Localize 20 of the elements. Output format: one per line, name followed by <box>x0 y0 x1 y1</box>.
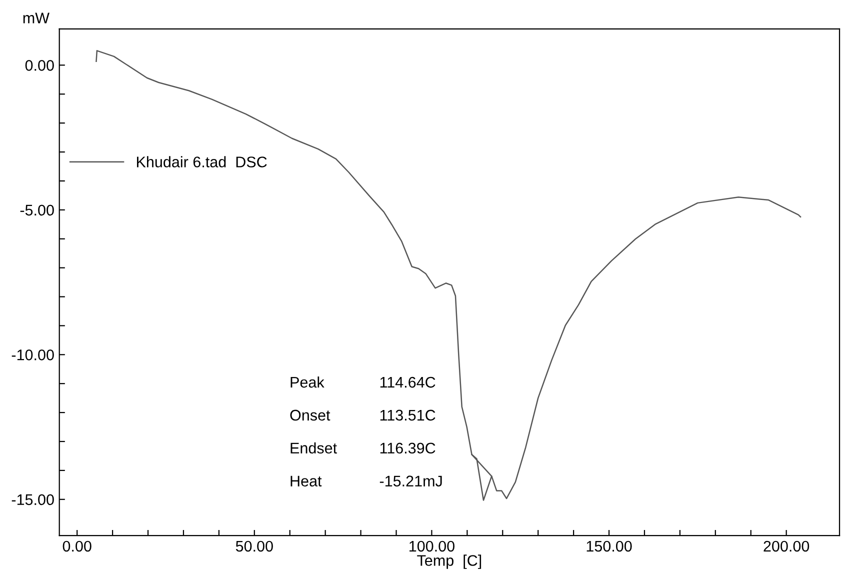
x-tick-label: 150.00 <box>586 540 632 552</box>
annotation: Heat <box>290 476 322 486</box>
y-tick-label: -5.00 <box>20 204 54 216</box>
x-tick-label: 200.00 <box>764 540 810 552</box>
annotation: 116.39C <box>380 442 436 454</box>
legend-label: Khudair 6.tad DSC <box>137 156 267 168</box>
annotation: Peak <box>290 376 324 388</box>
annotation: Endset <box>290 442 337 454</box>
annotation: Onset <box>290 410 330 421</box>
x-tick-label: 50.00 <box>236 540 273 552</box>
annotation: -15.21mJ <box>380 476 442 486</box>
x-axis-title: Temp [C] <box>417 554 482 569</box>
x-tick-label: 0.00 <box>62 540 92 552</box>
y-tick-label: -10.00 <box>12 350 54 360</box>
y-axis-title: mW <box>23 12 50 24</box>
x-tick-label: 100.00 <box>410 540 454 552</box>
y-tick-label: -15.00 <box>12 494 54 506</box>
annotation: 114.64C <box>380 376 436 388</box>
y-tick-label: 0.00 <box>25 60 54 71</box>
annotation: 113.51C <box>380 410 436 421</box>
